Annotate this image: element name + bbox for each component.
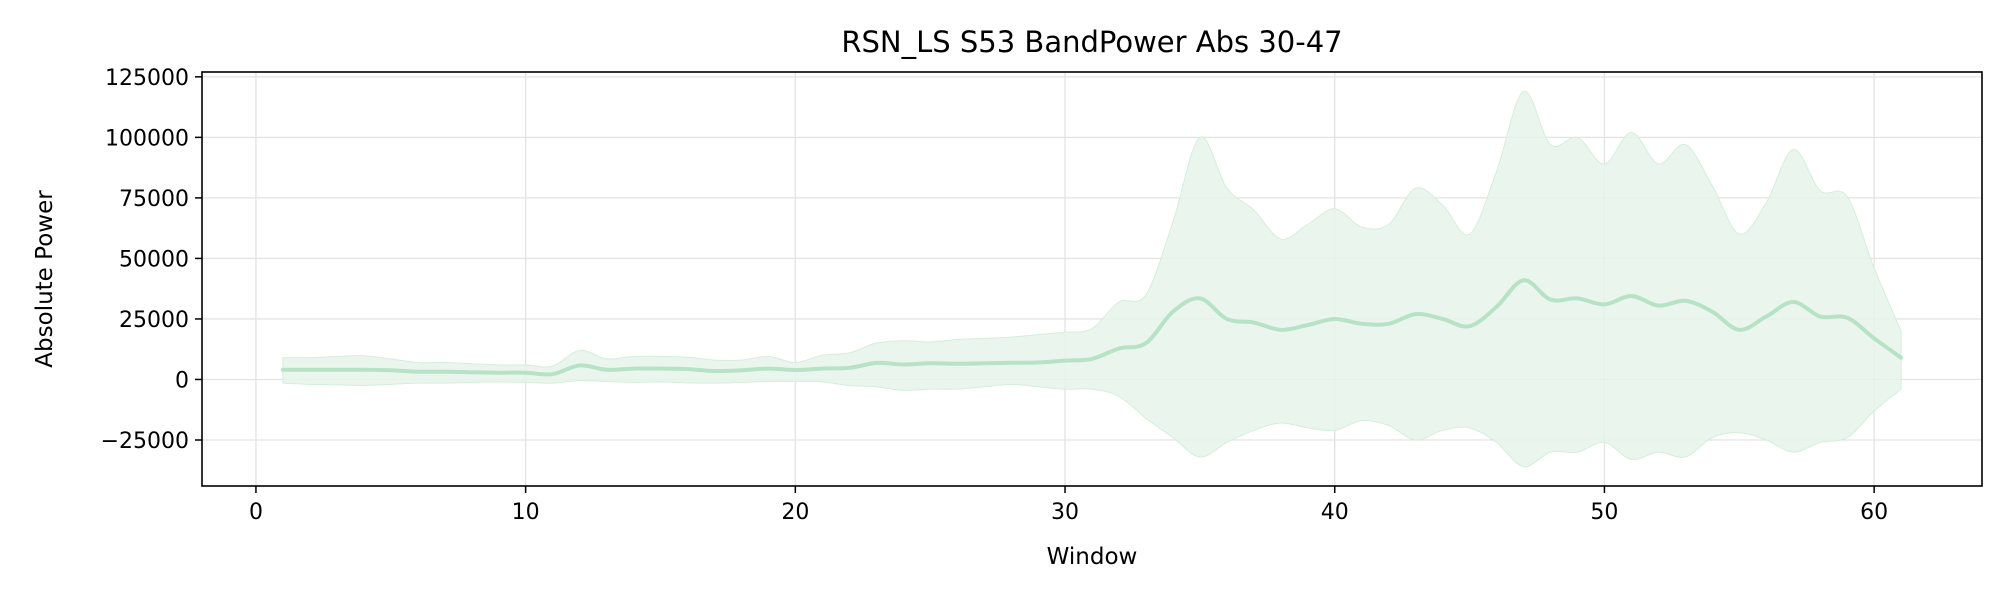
y-tick-label: 75000: [119, 187, 189, 212]
std-band: [282, 90, 1902, 468]
y-tick-label: −25000: [101, 429, 189, 454]
y-tick-label: 0: [175, 368, 189, 393]
plot-frame: [201, 71, 1983, 487]
x-tick-label: 0: [249, 500, 263, 525]
y-axis-label: Absolute Power: [32, 190, 58, 368]
y-tick-label: 100000: [105, 126, 189, 151]
y-tick-label: 25000: [119, 308, 189, 333]
y-tick-label: 125000: [105, 66, 189, 91]
x-tick-label: 10: [512, 500, 540, 525]
x-tick-label: 20: [781, 500, 809, 525]
chart-title: RSN_LS S53 BandPower Abs 30-47: [841, 25, 1342, 59]
tick-layer: 0 10 20 30 40 50 60 −25000 0 25000 50000 75000 10000…: [101, 66, 1889, 525]
x-tick-label: 40: [1321, 500, 1349, 525]
x-axis-label: Window: [1047, 544, 1138, 570]
x-tick-label: 60: [1860, 500, 1888, 525]
band-layer: [282, 90, 1902, 468]
line-layer: [280, 278, 1904, 377]
y-tick-label: 50000: [119, 247, 189, 272]
x-tick-label: 50: [1590, 500, 1618, 525]
x-tick-label: 30: [1051, 500, 1079, 525]
